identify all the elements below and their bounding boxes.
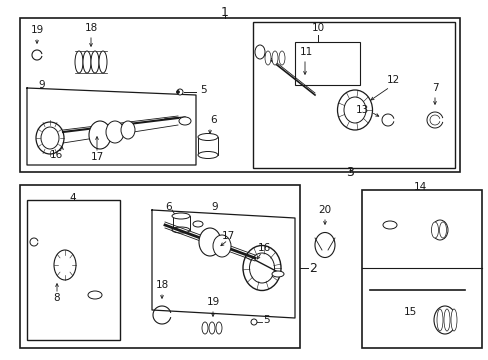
Text: 17: 17	[90, 152, 103, 162]
Ellipse shape	[431, 220, 447, 240]
Ellipse shape	[436, 309, 442, 331]
Text: 19: 19	[206, 297, 219, 307]
Text: 4: 4	[70, 193, 76, 203]
Ellipse shape	[91, 51, 99, 73]
Ellipse shape	[450, 309, 456, 331]
Ellipse shape	[216, 322, 222, 334]
Ellipse shape	[254, 45, 264, 59]
Bar	[173, 216, 190, 230]
Text: 6: 6	[209, 115, 216, 125]
Text: 6: 6	[164, 202, 171, 212]
Ellipse shape	[106, 121, 124, 143]
Ellipse shape	[88, 291, 102, 299]
Ellipse shape	[41, 127, 59, 149]
Text: 7: 7	[431, 83, 437, 93]
Ellipse shape	[243, 246, 281, 291]
Circle shape	[176, 90, 179, 94]
Ellipse shape	[439, 222, 446, 238]
Text: 20: 20	[318, 205, 331, 215]
Text: 9: 9	[39, 80, 45, 90]
Ellipse shape	[213, 235, 230, 257]
Ellipse shape	[264, 51, 270, 65]
Text: 16: 16	[49, 150, 62, 160]
Ellipse shape	[337, 90, 372, 130]
Text: 1: 1	[221, 5, 228, 18]
Text: 10: 10	[311, 23, 324, 33]
Ellipse shape	[75, 51, 83, 73]
Ellipse shape	[271, 271, 284, 277]
Text: 15: 15	[403, 307, 416, 317]
Text: 9: 9	[211, 202, 218, 212]
Text: 19: 19	[30, 25, 43, 35]
Circle shape	[250, 319, 257, 325]
Bar	[361, 190, 481, 348]
Text: 3: 3	[346, 166, 353, 180]
Ellipse shape	[36, 122, 64, 154]
Text: 2: 2	[308, 261, 316, 274]
Text: 18: 18	[155, 280, 168, 290]
Text: 13: 13	[355, 105, 368, 115]
Ellipse shape	[202, 322, 207, 334]
Ellipse shape	[382, 221, 396, 229]
Ellipse shape	[343, 97, 365, 123]
Ellipse shape	[430, 222, 438, 238]
Text: 5: 5	[263, 315, 269, 325]
Ellipse shape	[314, 233, 334, 257]
Ellipse shape	[172, 227, 190, 233]
Ellipse shape	[172, 213, 190, 219]
Ellipse shape	[83, 51, 91, 73]
Text: 12: 12	[386, 75, 400, 85]
Text: 18: 18	[84, 23, 98, 33]
Ellipse shape	[279, 51, 285, 65]
Text: 14: 14	[412, 182, 426, 192]
Bar	[252, 22, 454, 168]
Text: 17: 17	[222, 231, 235, 241]
Bar	[20, 18, 459, 172]
Ellipse shape	[54, 250, 76, 280]
Ellipse shape	[199, 228, 221, 256]
Ellipse shape	[121, 121, 135, 139]
Bar	[20, 185, 299, 348]
Ellipse shape	[198, 152, 218, 158]
Ellipse shape	[99, 51, 107, 73]
Text: 16: 16	[258, 243, 271, 253]
Bar	[198, 137, 218, 155]
Bar	[27, 200, 120, 340]
Text: 5: 5	[200, 85, 206, 95]
Text: 8: 8	[54, 293, 60, 303]
Bar	[294, 42, 359, 85]
Ellipse shape	[89, 121, 111, 149]
Ellipse shape	[179, 117, 191, 125]
Ellipse shape	[198, 134, 218, 140]
Ellipse shape	[433, 306, 455, 334]
Ellipse shape	[249, 253, 274, 283]
Ellipse shape	[443, 309, 449, 331]
Ellipse shape	[271, 51, 278, 65]
Ellipse shape	[193, 221, 203, 227]
Circle shape	[177, 89, 183, 95]
Ellipse shape	[208, 322, 215, 334]
Text: 11: 11	[299, 47, 313, 57]
